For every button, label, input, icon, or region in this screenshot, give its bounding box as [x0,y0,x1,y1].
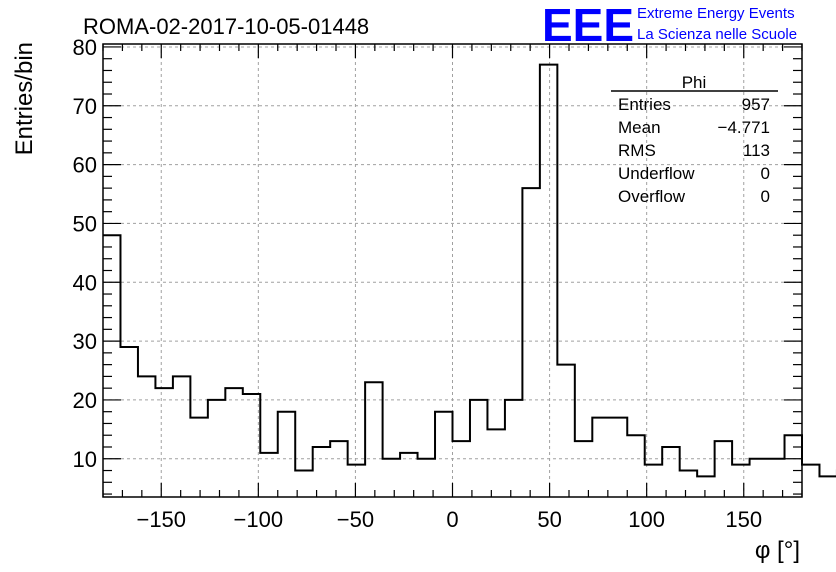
histogram-bin [470,400,487,497]
histogram-bin [697,476,714,497]
histogram-bin [750,459,767,497]
x-tick-label: 100 [628,507,665,532]
histogram-bin [680,471,697,497]
histogram-bin [190,418,207,497]
y-axis-label: Entries/bin [11,42,38,155]
histogram-bin [732,465,749,497]
histogram-bin [120,347,137,497]
histogram-bin [453,441,470,497]
y-tick-label: 40 [73,270,97,295]
x-tick-label: −50 [337,507,374,532]
stats-value: 113 [743,141,770,160]
histogram-bin [260,453,277,497]
histogram-bin [243,394,260,497]
x-tick-label: 0 [446,507,458,532]
histogram-bin [400,453,417,497]
x-tick-label: −150 [136,507,186,532]
stats-label: Mean [618,118,661,137]
histogram-bin [645,465,662,497]
histogram-bin [313,447,330,497]
y-tick-labels: 10 20 30 40 50 60 70 80 [73,35,97,472]
histogram-bin [610,418,627,497]
y-tick-label: 10 [73,447,97,472]
histogram-bin [225,388,242,497]
histogram-bin [103,235,120,497]
stats-value: 957 [742,95,770,114]
histogram-bin [348,465,365,497]
histogram-bin [383,459,400,497]
histogram-bin [819,476,836,497]
x-tick-label: 150 [725,507,762,532]
y-tick-label: 60 [73,153,97,178]
histogram-bin [505,400,522,497]
histogram-bin [627,435,644,497]
histogram-bin [767,459,784,497]
histogram-bin [540,65,557,497]
histogram-bin [715,441,732,497]
histogram-bin [522,188,539,497]
histogram-bin [295,471,312,497]
x-tick-labels: −150 −100 −50 0 50 100 150 [136,507,762,532]
histogram-bin [487,429,504,497]
stats-label: Overflow [618,187,686,206]
stats-title: Phi [682,73,707,92]
histogram-bin [802,465,819,497]
x-tick-label: −100 [234,507,284,532]
stats-rows: Entries 957 Mean −4.771 RMS 113 Underflow 0 Over… [618,95,770,206]
histogram-bin [435,412,452,497]
histogram-bin [575,441,592,497]
histogram-bin [173,376,190,497]
histogram-bin [365,382,382,497]
histogram-bin [592,418,609,497]
stats-label: RMS [618,141,656,160]
y-tick-label: 80 [73,35,97,60]
histogram-bin [662,447,679,497]
stats-value: 0 [761,164,770,183]
histogram-bin [557,365,574,497]
stats-box: Phi Entries 957 Mean −4.771 RMS 113 Underflow 0… [611,73,778,206]
stats-value: −4.771 [718,118,770,137]
histogram-bin [138,376,155,497]
stats-value: 0 [761,187,770,206]
y-tick-label: 50 [73,211,97,236]
histogram-outline [103,63,836,478]
y-tick-label: 20 [73,388,97,413]
x-axis-label: φ [°] [755,537,800,564]
logo-line-2: La Scienza nelle Scuole [637,26,797,43]
histogram-bin [418,459,435,497]
histogram-bin [155,388,172,497]
eee-logo: EEE Extreme Energy Events La Scienza nel… [542,0,797,51]
x-tick-label: 50 [537,507,561,532]
stats-label: Entries [618,95,671,114]
histogram-bin [208,400,225,497]
histogram-bin [278,412,295,497]
logo-mark: EEE [542,0,634,51]
y-tick-label: 70 [73,94,97,119]
stats-label: Underflow [618,164,695,183]
histogram-bin [330,441,347,497]
y-tick-label: 30 [73,329,97,354]
logo-line-1: Extreme Energy Events [637,5,795,22]
chart-title: ROMA-02-2017-10-05-01448 [83,14,369,39]
histogram-bin [785,435,802,497]
axis-ticks [102,44,803,497]
